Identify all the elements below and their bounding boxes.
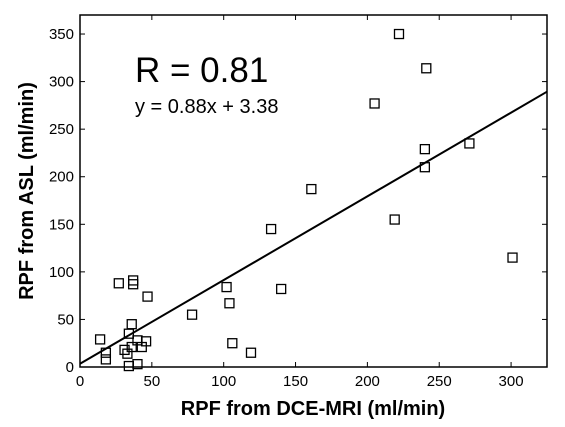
data-point: [224, 298, 235, 309]
data-point: [132, 358, 143, 370]
data-point: [186, 309, 198, 320]
y-tick-label: 200: [49, 169, 74, 186]
data-point: [140, 336, 152, 347]
y-tick-label: 50: [57, 311, 74, 328]
plot-frame: [79, 14, 548, 368]
x-axis-label: RPF from DCE-MRI (ml/min): [181, 398, 445, 420]
data-point: [94, 334, 106, 345]
data-point: [421, 63, 432, 74]
y-tick-label: 100: [49, 264, 74, 281]
data-point: [113, 278, 124, 289]
x-tick-label: 250: [427, 373, 452, 390]
data-point: [123, 360, 135, 372]
data-point: [142, 291, 153, 302]
x-tick-label: 300: [499, 373, 524, 390]
data-point: [100, 354, 112, 365]
x-tick-label: 0: [76, 373, 84, 390]
data-point: [119, 344, 130, 356]
y-tick-label: 300: [49, 74, 74, 91]
data-point: [276, 283, 287, 295]
data-point: [507, 252, 518, 263]
x-tick-label: 200: [355, 373, 380, 390]
data-point: [227, 338, 238, 349]
data-point: [419, 143, 431, 155]
data-point: [464, 138, 475, 149]
regression-line: [79, 90, 548, 365]
data-point: [126, 319, 137, 330]
data-point: [369, 98, 380, 109]
correlation-annotation: R = 0.81: [135, 51, 268, 90]
data-points: [94, 28, 518, 372]
data-point: [128, 275, 139, 286]
data-point: [306, 183, 317, 195]
data-point: [265, 223, 277, 235]
data-point: [126, 341, 137, 353]
data-point: [389, 214, 400, 225]
equation-annotation: y = 0.88x + 3.38: [135, 96, 278, 118]
data-point: [245, 347, 257, 358]
y-tick-label: 250: [49, 121, 74, 138]
x-tick-label: 150: [283, 373, 308, 390]
y-tick-label: 350: [49, 26, 74, 43]
data-point: [419, 162, 431, 173]
x-tick-label: 100: [211, 373, 236, 390]
y-tick-label: 150: [49, 216, 74, 233]
data-point: [128, 279, 139, 290]
data-point: [221, 281, 232, 293]
data-point: [393, 28, 405, 40]
y-axis-label: RPF from ASL (ml/min): [16, 82, 38, 300]
data-point: [100, 347, 112, 358]
axis-ticks: 0 50 100 150 200 250 300 0 50 100 150 200 250 300 350: [49, 15, 547, 390]
y-tick-label: 0: [66, 359, 74, 376]
x-tick-label: 50: [144, 373, 161, 390]
